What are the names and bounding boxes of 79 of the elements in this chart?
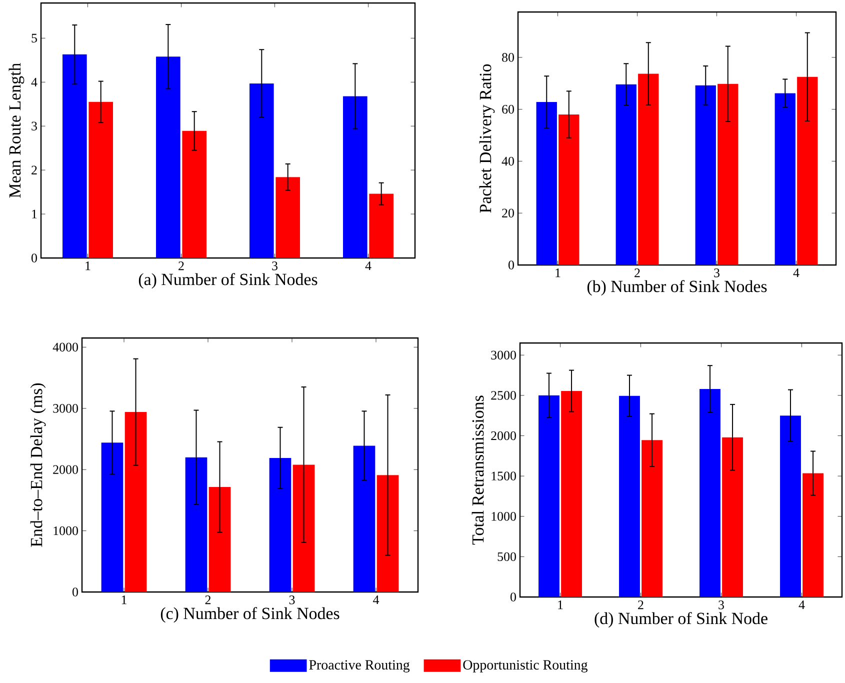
y-tick-label: 0 [72,588,78,596]
x-tick-label: 4 [373,596,380,604]
x-axis-title: (b) Number of Sink Nodes [587,280,767,296]
y-tick-label: 3000 [53,404,78,413]
x-tick-label: 3 [714,268,720,278]
bar [182,130,206,258]
bar [269,458,292,592]
bar [536,102,557,265]
bar [88,102,113,258]
x-tick-label: 3 [718,600,724,610]
bar [558,114,580,265]
y-tick-label: 1500 [492,472,516,480]
bar [802,473,824,597]
bar [774,93,796,265]
bar [156,56,180,258]
x-tick-label: 1 [122,596,126,604]
bar [124,412,147,592]
x-axis-title: (a) Number of Sink Nodes [138,273,318,289]
y-tick-label: 20 [502,208,514,218]
bar [718,84,738,265]
y-tick-label: 1000 [54,526,78,536]
y-tick-label: 0 [510,592,516,602]
y-tick-label: 2500 [491,391,516,400]
bar [538,395,560,597]
bar [208,487,231,592]
bar [185,457,208,592]
y-tick-label: 3 [32,122,37,130]
y-tick-label: 1000 [492,512,516,521]
x-tick-label: 2 [205,596,211,604]
y-tick-label: 4 [31,78,38,86]
y-axis-title: Packet Delivery Ratio [479,64,495,213]
y-axis-title: Mean Route Length [8,62,24,198]
y-tick-label: 2000 [491,431,516,440]
x-tick-label: 1 [558,600,563,610]
bar [642,440,662,597]
bar [797,76,818,265]
y-tick-label: 500 [498,552,516,562]
bar [62,54,87,258]
legend-label: Proactive Routing [309,660,410,672]
y-axis-title: Total Retransmissions [472,396,484,545]
x-tick-label: 4 [365,262,372,270]
bar [695,85,716,265]
bar [369,194,394,258]
bar [353,446,376,592]
bar [101,442,124,592]
y-tick-label: 3000 [491,350,516,360]
y-tick-label: 0 [508,260,514,270]
bar [700,388,720,597]
bar [343,96,368,258]
bar [561,390,582,597]
y-tick-label: 5 [32,34,37,42]
y-tick-label: 1 [32,210,37,218]
bar [780,416,801,597]
y-tick-label: 2 [32,166,37,174]
x-tick-label: 2 [634,268,640,278]
x-tick-label: 1 [556,268,560,278]
x-tick-label: 2 [178,262,184,270]
x-axis-title: (d) Number of Sink Node [594,612,768,628]
bar [638,74,659,265]
bar [619,396,640,597]
x-tick-label: 1 [86,262,90,270]
x-tick-label: 3 [289,596,295,604]
bar [276,177,300,258]
y-tick-label: 4000 [52,342,78,352]
y-axis-title: End–to–End Delay (ms) [30,383,46,547]
y-tick-label: 40 [502,156,514,166]
bar [250,83,274,258]
x-tick-label: 3 [272,262,278,270]
x-tick-label: 4 [798,600,805,610]
bar [722,437,743,597]
x-tick-label: 2 [638,600,644,610]
y-tick-label: 60 [502,104,514,114]
x-tick-label: 4 [793,268,800,278]
y-tick-label: 2000 [53,465,78,474]
y-tick-label: 0 [32,254,37,262]
x-axis-title: (c) Number of Sink Nodes [160,607,340,623]
legend-label: Opportunistic Routing [463,660,588,672]
y-tick-label: 80 [502,53,514,62]
bar [616,84,636,265]
